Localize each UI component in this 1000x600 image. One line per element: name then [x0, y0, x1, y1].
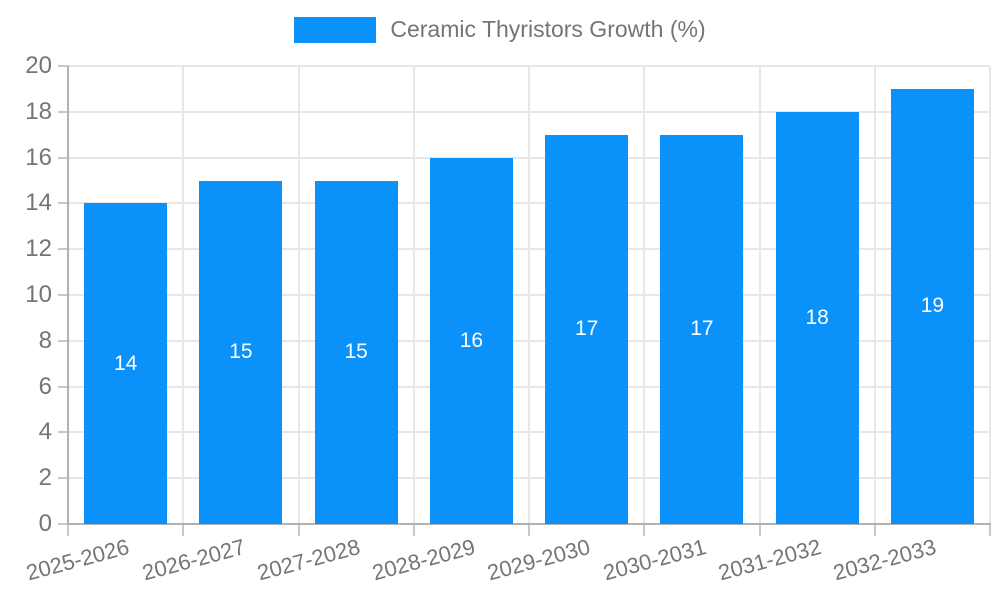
bar-value-label: 14	[113, 351, 138, 375]
x-tick-label: 2027-2028	[254, 534, 363, 586]
y-tick-label: 0	[38, 510, 52, 537]
y-tick-label: 10	[25, 281, 52, 308]
bar[interactable]: 17	[660, 134, 744, 524]
x-tick-label: 2026-2027	[139, 534, 248, 586]
y-axis-tick	[58, 110, 68, 113]
x-axis-tick	[989, 524, 991, 536]
x-axis-tick	[643, 524, 646, 536]
x-tick-label: 2031-2032	[715, 534, 824, 586]
y-axis-tick	[58, 339, 68, 342]
bar[interactable]: 14	[84, 203, 168, 524]
y-axis-tick	[58, 156, 68, 159]
gridline-vertical	[989, 66, 991, 524]
bar[interactable]: 16	[429, 157, 513, 524]
y-axis-tick	[58, 65, 68, 67]
gridline-vertical	[182, 66, 185, 524]
x-tick-label: 2025-2026	[23, 534, 133, 586]
y-tick-label: 8	[38, 326, 52, 354]
gridline-vertical	[643, 66, 646, 524]
legend-swatch	[294, 16, 377, 43]
y-axis-tick	[58, 248, 68, 251]
x-axis-tick	[297, 524, 300, 536]
bar-value-label: 15	[229, 340, 253, 364]
bar[interactable]: 17	[545, 134, 629, 524]
gridline-vertical	[873, 66, 876, 524]
bar[interactable]: 18	[775, 111, 859, 524]
legend-label: Ceramic Thyristors Growth (%)	[390, 16, 706, 42]
y-tick-label: 18	[25, 97, 52, 125]
bar-value-label: 16	[459, 328, 484, 352]
y-tick-label: 14	[25, 189, 52, 217]
x-tick-label: 2030-2031	[600, 534, 709, 586]
x-tick-label: 2029-2030	[484, 534, 594, 586]
bar[interactable]: 19	[890, 88, 974, 524]
bar[interactable]: 15	[314, 180, 398, 524]
bar-value-label: 17	[574, 317, 599, 341]
x-tick-label: 2028-2029	[369, 534, 478, 586]
y-axis-tick	[58, 385, 68, 388]
y-axis-tick	[58, 202, 68, 205]
y-tick-label: 16	[25, 143, 52, 171]
bar-value-label: 15	[344, 340, 368, 364]
bar-value-label: 17	[690, 317, 714, 341]
x-axis-tick	[758, 524, 761, 536]
bar-value-label: 19	[920, 294, 945, 318]
x-axis-tick	[182, 524, 185, 536]
y-tick-label: 20	[25, 52, 52, 79]
y-tick-label: 12	[25, 235, 52, 263]
bar[interactable]: 15	[199, 180, 283, 524]
x-axis-line	[67, 523, 991, 525]
y-axis-tick	[58, 523, 68, 525]
x-axis-tick	[528, 524, 530, 536]
gridline-vertical	[297, 66, 300, 524]
gridline-vertical	[528, 66, 530, 524]
x-axis-tick	[873, 524, 876, 536]
y-axis-tick	[58, 431, 68, 434]
gridline-vertical	[412, 66, 415, 524]
y-axis-tick	[58, 477, 68, 480]
y-tick-label: 2	[38, 464, 52, 492]
bar-value-label: 18	[805, 305, 829, 329]
y-tick-label: 6	[38, 372, 52, 400]
y-tick-label: 4	[38, 418, 52, 446]
x-tick-label: 2032-2033	[830, 534, 939, 586]
x-axis-tick	[67, 524, 69, 536]
y-axis-line	[67, 66, 69, 524]
y-axis-tick	[58, 294, 68, 296]
legend-item[interactable]: Ceramic Thyristors Growth (%)	[0, 16, 1000, 43]
x-axis-tick	[412, 524, 415, 536]
gridline-vertical	[758, 66, 761, 524]
